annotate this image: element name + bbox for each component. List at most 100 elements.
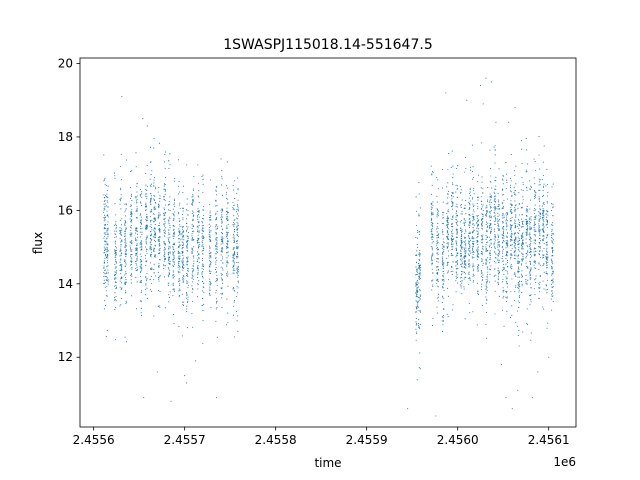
data-point	[502, 222, 504, 224]
data-point	[463, 248, 465, 250]
data-point	[487, 271, 489, 273]
data-point	[186, 257, 188, 259]
data-point	[443, 217, 445, 219]
data-point	[191, 204, 193, 206]
data-point	[215, 224, 217, 226]
data-point	[168, 297, 170, 299]
data-point	[472, 311, 474, 313]
data-point	[232, 221, 235, 223]
data-point	[164, 214, 166, 216]
data-point	[222, 241, 224, 243]
data-point	[502, 287, 504, 289]
data-point	[173, 217, 175, 220]
data-point	[114, 285, 116, 287]
data-point	[130, 197, 132, 199]
data-point	[518, 286, 520, 288]
data-point	[480, 187, 482, 189]
data-point	[451, 248, 454, 250]
data-point	[460, 249, 462, 251]
data-point	[460, 254, 463, 256]
data-point	[107, 232, 109, 234]
data-point	[460, 221, 462, 223]
data-point	[215, 244, 217, 246]
data-point	[497, 267, 499, 269]
data-point	[153, 231, 155, 233]
data-point	[233, 204, 235, 207]
data-point	[151, 269, 153, 271]
data-point	[215, 292, 217, 294]
data-point	[461, 234, 463, 237]
data-point	[153, 212, 155, 214]
data-point	[486, 205, 488, 207]
data-point	[447, 210, 449, 212]
data-point	[192, 300, 194, 303]
data-point	[502, 260, 504, 262]
data-point	[120, 194, 122, 196]
data-point	[209, 260, 212, 262]
data-point	[431, 224, 433, 226]
data-point	[125, 228, 127, 230]
data-point	[186, 225, 188, 227]
data-point	[546, 221, 548, 223]
data-point	[489, 201, 491, 203]
data-point	[144, 257, 147, 259]
data-point	[533, 242, 535, 244]
data-point	[451, 229, 453, 231]
data-point	[539, 247, 542, 249]
data-point	[125, 292, 127, 294]
data-point	[437, 312, 439, 314]
data-point	[552, 251, 554, 253]
data-point	[415, 292, 417, 295]
data-point	[521, 285, 523, 287]
data-point	[442, 211, 444, 213]
data-point	[232, 260, 234, 262]
data-point	[511, 314, 513, 316]
data-point	[233, 240, 236, 242]
data-point	[168, 259, 170, 261]
data-point	[164, 153, 166, 156]
data-point	[172, 283, 174, 285]
y-tick-label: 12	[58, 350, 73, 364]
data-point	[514, 299, 516, 302]
data-point	[106, 234, 108, 236]
data-point	[530, 227, 532, 229]
data-point	[416, 250, 418, 252]
data-point	[178, 279, 180, 281]
data-point	[415, 285, 417, 287]
data-point	[472, 264, 474, 266]
data-point	[518, 262, 520, 264]
data-point	[418, 262, 420, 265]
data-point	[106, 228, 108, 230]
data-point	[186, 292, 188, 294]
data-point	[198, 196, 200, 198]
data-point	[115, 214, 117, 216]
data-point	[135, 252, 137, 254]
data-point	[215, 320, 217, 322]
data-point	[452, 238, 454, 241]
data-point	[528, 221, 531, 223]
data-point	[510, 230, 512, 232]
data-point	[539, 232, 541, 234]
data-point	[198, 224, 200, 226]
data-point	[232, 253, 234, 255]
data-point	[430, 206, 432, 208]
data-point	[539, 264, 541, 266]
data-point	[191, 252, 193, 254]
data-point	[181, 226, 184, 228]
data-point	[215, 278, 217, 280]
data-point	[465, 213, 467, 215]
data-point	[416, 244, 418, 246]
data-point	[485, 246, 487, 248]
data-point	[510, 204, 512, 206]
data-point	[179, 239, 181, 241]
data-point	[468, 243, 470, 245]
data-point	[415, 311, 417, 313]
data-point	[476, 233, 478, 236]
data-point	[472, 250, 474, 252]
data-point	[145, 226, 147, 229]
data-point	[226, 225, 228, 227]
data-point	[472, 266, 474, 268]
data-point	[517, 286, 519, 289]
data-point	[529, 295, 531, 297]
data-point	[543, 226, 545, 228]
